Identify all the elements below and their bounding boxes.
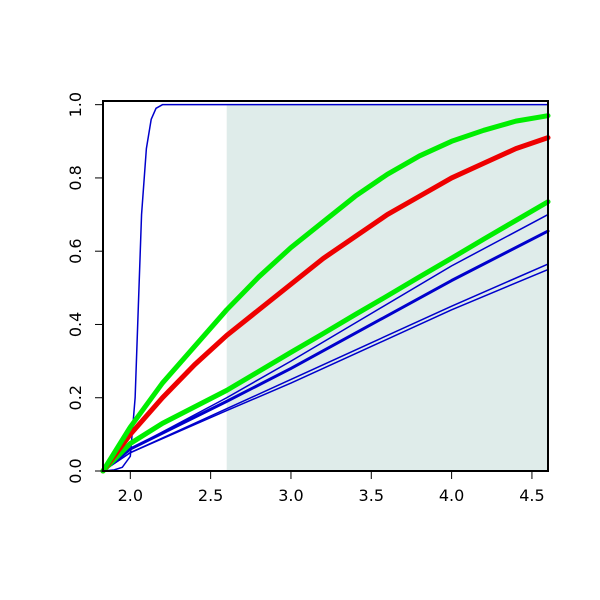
y-tick-label: 1.0: [66, 92, 85, 117]
x-tick-label: 3.5: [359, 486, 384, 505]
y-tick-label: 0.4: [66, 312, 85, 337]
y-tick-label: 0.0: [66, 458, 85, 483]
y-tick-label: 0.2: [66, 385, 85, 410]
x-tick-label: 4.5: [519, 486, 544, 505]
highlight-region: [226, 104, 548, 472]
line-series: [102, 103, 549, 472]
line-series: [100, 113, 551, 474]
x-tick-label: 3.0: [278, 486, 303, 505]
y-tick-label: 0.6: [66, 238, 85, 263]
line-series: [100, 199, 551, 474]
x-tick-label: 2.5: [198, 486, 223, 505]
x-tick-label: 4.0: [439, 486, 464, 505]
x-tick-label: 2.0: [118, 486, 143, 505]
line-series: [100, 135, 551, 474]
y-tick-label: 0.8: [66, 165, 85, 190]
plot-frame: [102, 100, 549, 472]
